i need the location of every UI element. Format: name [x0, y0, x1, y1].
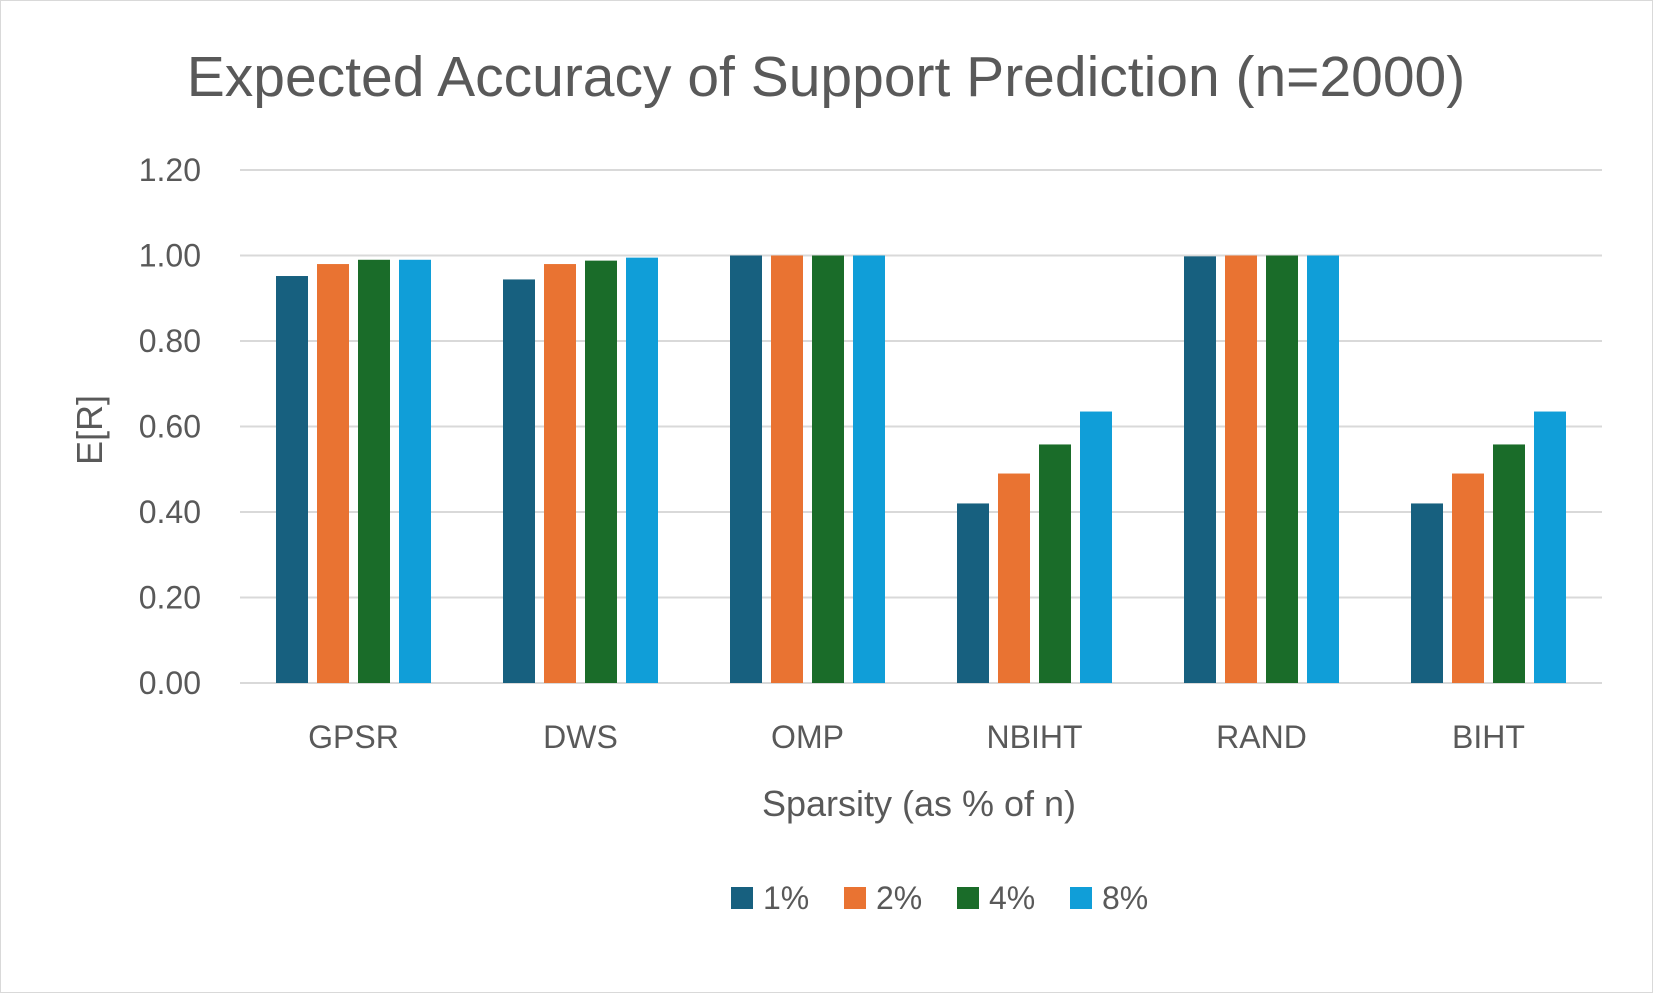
y-axis-title: E[R] [69, 395, 110, 465]
y-tick-label: 0.20 [139, 580, 201, 616]
x-tick-label: RAND [1216, 719, 1307, 755]
bar-nbiht-8pct [1080, 411, 1112, 683]
y-tick-label: 1.20 [139, 152, 201, 188]
y-tick-label: 0.80 [139, 323, 201, 359]
bar-rand-1pct [1184, 256, 1216, 683]
bar-nbiht-1pct [957, 503, 989, 683]
bar-nbiht-4pct [1039, 444, 1071, 683]
legend-label: 2% [876, 880, 922, 916]
bar-gpsr-4pct [358, 259, 390, 683]
bar-omp-8pct [853, 255, 885, 683]
legend: 1% 2% 4% 8% [731, 880, 1148, 916]
x-tick-label: NBIHT [987, 719, 1083, 755]
y-tick-label: 0.40 [139, 494, 201, 530]
bar-biht-1pct [1411, 503, 1443, 683]
bar-rand-4pct [1266, 255, 1298, 683]
y-tick-label: 1.00 [139, 238, 201, 274]
legend-swatch [1070, 887, 1092, 909]
legend-label: 8% [1102, 880, 1148, 916]
legend-swatch [844, 887, 866, 909]
bar-biht-8pct [1534, 411, 1566, 683]
legend-swatch [957, 887, 979, 909]
bar-dws-8pct [626, 257, 658, 683]
bar-gpsr-1pct [276, 276, 308, 683]
x-axis-title: Sparsity (as % of n) [762, 783, 1076, 824]
bar-gpsr-2pct [317, 264, 349, 683]
bar-biht-4pct [1493, 444, 1525, 683]
bar-rand-8pct [1307, 255, 1339, 683]
x-tick-label: DWS [543, 719, 618, 755]
y-tick-label: 0.00 [139, 665, 201, 701]
y-tick-label: 0.60 [139, 409, 201, 445]
x-tick-label: BIHT [1452, 719, 1525, 755]
bar-omp-4pct [812, 255, 844, 683]
bar-dws-2pct [544, 264, 576, 683]
bar-nbiht-2pct [998, 473, 1030, 683]
bar-omp-1pct [730, 255, 762, 683]
legend-swatch [731, 887, 753, 909]
x-axis-ticks: GPSR DWS OMP NBIHT RAND BIHT [308, 719, 1525, 755]
bar-gpsr-8pct [399, 259, 431, 683]
x-tick-label: OMP [771, 719, 844, 755]
bar-rand-2pct [1225, 255, 1257, 683]
gridlines [240, 169, 1602, 684]
y-axis-ticks: 0.00 0.20 0.40 0.60 0.80 1.00 1.20 [139, 152, 201, 701]
legend-label: 1% [763, 880, 809, 916]
bar-omp-2pct [771, 255, 803, 683]
bar-biht-2pct [1452, 473, 1484, 683]
bar-dws-4pct [585, 260, 617, 683]
x-tick-label: GPSR [308, 719, 399, 755]
legend-label: 4% [989, 880, 1035, 916]
chart-title: Expected Accuracy of Support Prediction … [187, 45, 1466, 109]
bars [276, 255, 1566, 683]
bar-dws-1pct [503, 279, 535, 683]
